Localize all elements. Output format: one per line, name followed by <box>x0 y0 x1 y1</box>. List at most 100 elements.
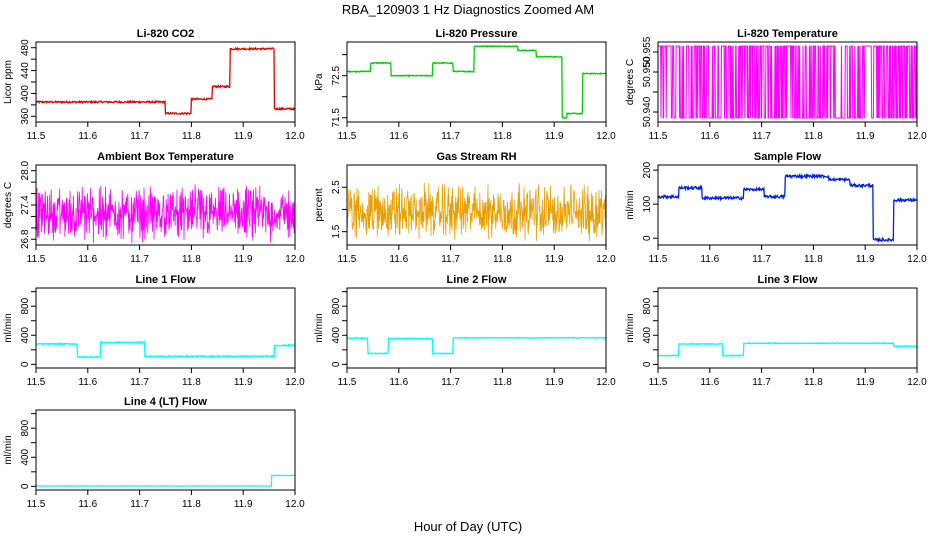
x-tick-label: 11.8 <box>182 131 201 142</box>
plot-frame <box>35 287 296 369</box>
panel-4: Ambient Box Temperature degrees C 11.5 11.6… <box>3 151 305 265</box>
x-tick-label: 11.9 <box>856 377 875 388</box>
y-tick-label: 0 <box>20 483 31 489</box>
y-tick-label: 400 <box>20 85 31 102</box>
y-tick-label: 0 <box>642 235 653 241</box>
y-tick-label: 0 <box>20 361 31 367</box>
x-tick-label: 11.6 <box>389 377 408 388</box>
y-tick-label: 400 <box>20 326 31 343</box>
x-tick-label: 11.8 <box>182 377 201 388</box>
y-tick-label: 0 <box>331 361 342 367</box>
y-axis-label: ml/min <box>625 190 636 219</box>
series-8 <box>347 336 606 356</box>
x-tick-label: 12.0 <box>285 131 305 142</box>
plot-frame <box>346 287 607 369</box>
y-tick-label: 400 <box>20 448 31 465</box>
x-tick-label: 11.5 <box>649 131 668 142</box>
y-tick-label: 800 <box>20 419 31 436</box>
y-tick-label: 200 <box>642 161 653 178</box>
panel-2: Li-820 Pressure kPa 11.5 11.6 11.7 11.8 11.9 12… <box>314 28 616 142</box>
x-tick-label: 11.5 <box>338 254 357 265</box>
x-tick-label: 11.5 <box>338 131 357 142</box>
plot-frame <box>657 41 918 123</box>
figure-xlabel: Hour of Day (UTC) <box>414 519 522 534</box>
plot-frame <box>657 287 918 369</box>
y-tick-label: 1.5 <box>331 224 342 238</box>
series-5 <box>347 182 606 241</box>
x-tick-label: 11.5 <box>27 131 46 142</box>
x-tick-label: 11.7 <box>752 377 771 388</box>
series-line <box>347 336 606 356</box>
panel-title: Li-820 Temperature <box>737 28 838 40</box>
y-tick-label: 400 <box>642 326 653 343</box>
y-tick-label: 72.5 <box>331 66 342 86</box>
panel-8: Line 2 Flow ml/min 11.5 11.6 11.7 11.8 11.9 12.… <box>314 274 616 388</box>
x-tick-label: 11.8 <box>493 131 512 142</box>
panel-5: Gas Stream RH percent 11.5 11.6 11.7 11.8 11.9… <box>314 151 616 265</box>
y-tick-label: 26.8 <box>20 229 31 249</box>
y-axis-label: percent <box>314 188 325 222</box>
x-tick-label: 11.6 <box>389 254 408 265</box>
x-tick-label: 11.6 <box>78 254 97 265</box>
x-tick-label: 11.7 <box>130 377 149 388</box>
series-line <box>36 474 295 487</box>
series-line <box>36 184 295 244</box>
series-10 <box>36 474 295 487</box>
y-tick-label: 50.950 <box>642 56 653 87</box>
series-6 <box>658 172 917 243</box>
panel-title: Line 2 Flow <box>447 274 507 286</box>
figure-title: RBA_120903 1 Hz Diagnostics Zoomed AM <box>342 2 594 17</box>
y-tick-label: 100 <box>642 195 653 212</box>
x-tick-label: 11.8 <box>804 377 823 388</box>
x-tick-label: 11.5 <box>27 499 46 510</box>
x-tick-label: 12.0 <box>285 377 305 388</box>
x-tick-label: 12.0 <box>285 254 305 265</box>
panel-title: Line 4 (LT) Flow <box>124 396 207 408</box>
y-axis-label: ml/min <box>3 435 14 464</box>
series-line <box>658 341 917 357</box>
panel-3: Li-820 Temperature degrees C 11.5 11.6 11.7 1… <box>625 28 927 142</box>
series-line <box>347 44 606 120</box>
x-tick-label: 11.6 <box>389 131 408 142</box>
plot-frame <box>346 164 607 246</box>
x-tick-label: 11.7 <box>130 254 149 265</box>
panel-9: Line 3 Flow ml/min 11.5 11.6 11.7 11.8 11.9 12.… <box>625 274 927 388</box>
y-axis-label: degrees C <box>3 182 14 228</box>
panel-10: Line 4 (LT) Flow ml/min 11.5 11.6 11.7 11.8 11… <box>3 396 305 510</box>
y-tick-label: 480 <box>20 39 31 56</box>
x-tick-label: 11.7 <box>441 254 460 265</box>
plot-frame <box>657 164 918 246</box>
panel-title: Li-820 CO2 <box>137 28 194 40</box>
x-tick-label: 11.9 <box>545 254 564 265</box>
y-axis-label: ml/min <box>3 313 14 342</box>
y-tick-label: 800 <box>331 297 342 314</box>
y-tick-label: 440 <box>20 62 31 79</box>
y-axis-label: ml/min <box>314 313 325 342</box>
series-2 <box>347 44 606 120</box>
y-tick-label: 28.0 <box>20 161 31 181</box>
panel-title: Gas Stream RH <box>436 151 516 163</box>
x-tick-label: 11.8 <box>182 499 201 510</box>
plot-frame <box>35 409 296 491</box>
x-tick-label: 12.0 <box>285 499 305 510</box>
series-7 <box>36 340 295 359</box>
panel-7: Line 1 Flow ml/min 11.5 11.6 11.7 11.8 11.9 12.… <box>3 274 305 388</box>
panel-6: Sample Flow ml/min 11.5 11.6 11.7 11.8 11.9 12.… <box>625 151 927 265</box>
x-tick-label: 11.8 <box>182 254 201 265</box>
x-tick-label: 11.9 <box>234 254 253 265</box>
x-tick-label: 12.0 <box>596 377 616 388</box>
panel-title: Line 1 Flow <box>136 274 196 286</box>
x-tick-label: 11.9 <box>856 131 875 142</box>
series-line <box>36 46 295 117</box>
x-tick-label: 11.9 <box>234 131 253 142</box>
x-tick-label: 11.9 <box>234 499 253 510</box>
x-tick-label: 11.7 <box>441 131 460 142</box>
series-line <box>658 172 917 243</box>
series-line <box>36 340 295 359</box>
panel-title: Sample Flow <box>754 151 822 163</box>
y-tick-label: 800 <box>642 297 653 314</box>
series-1 <box>36 46 295 117</box>
plot-frame <box>346 41 607 123</box>
panel-1: Li-820 CO2 Licor ppm 11.5 11.6 11.7 11.8 11.9 1… <box>3 28 305 142</box>
